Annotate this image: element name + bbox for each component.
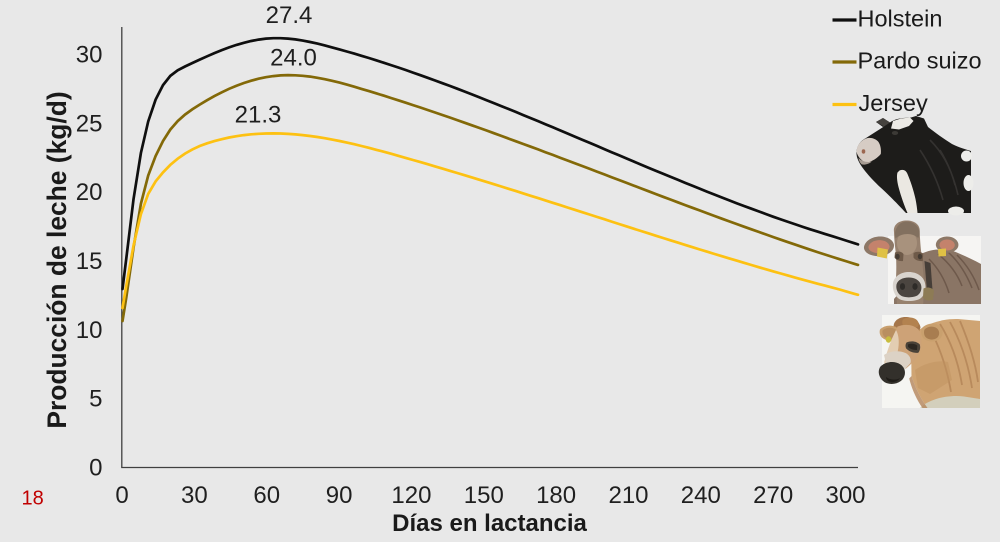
svg-text:180: 180 [536,482,576,509]
svg-text:20: 20 [76,179,103,206]
svg-text:Pardo suizo: Pardo suizo [858,48,982,74]
svg-text:30: 30 [181,482,208,509]
svg-text:18: 18 [22,488,44,510]
svg-text:Producción de leche (kg/d): Producción de leche (kg/d) [42,91,72,428]
svg-text:150: 150 [464,482,504,509]
svg-text:0: 0 [115,482,128,509]
svg-text:30: 30 [76,42,103,69]
svg-text:210: 210 [608,482,648,509]
svg-text:120: 120 [391,482,431,509]
svg-text:25: 25 [76,110,103,137]
svg-text:27.4: 27.4 [266,2,313,29]
svg-text:0: 0 [89,454,102,481]
svg-text:15: 15 [76,248,103,275]
svg-text:Días en lactancia: Días en lactancia [392,510,587,537]
svg-text:Holstein: Holstein [858,6,943,32]
svg-text:240: 240 [681,482,721,509]
svg-text:5: 5 [89,386,102,413]
svg-text:10: 10 [76,317,103,344]
svg-text:90: 90 [326,482,353,509]
svg-text:21.3: 21.3 [235,102,282,129]
svg-text:24.0: 24.0 [270,45,317,72]
svg-text:Jersey: Jersey [859,90,928,116]
svg-text:300: 300 [825,482,865,509]
svg-text:60: 60 [253,482,280,509]
svg-text:270: 270 [753,482,793,509]
